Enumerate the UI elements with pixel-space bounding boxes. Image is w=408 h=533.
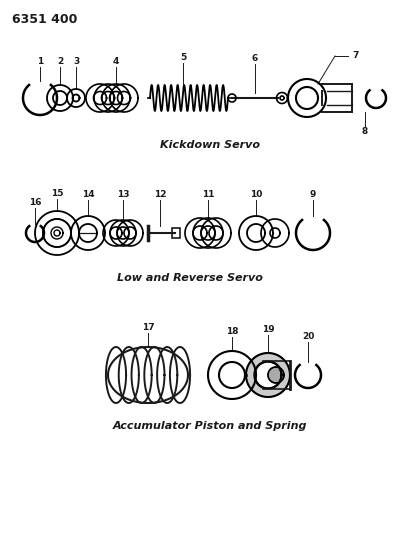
- Text: 19: 19: [262, 325, 274, 334]
- Polygon shape: [268, 367, 284, 383]
- Polygon shape: [255, 362, 281, 388]
- Text: 18: 18: [226, 327, 238, 336]
- Text: 1: 1: [37, 57, 43, 66]
- Text: 16: 16: [29, 198, 41, 207]
- Text: 13: 13: [117, 190, 129, 199]
- Text: 20: 20: [302, 332, 314, 341]
- Polygon shape: [246, 353, 290, 397]
- Text: 4: 4: [113, 57, 119, 66]
- Text: 6: 6: [252, 54, 258, 63]
- Text: 5: 5: [180, 53, 186, 62]
- Text: 2: 2: [57, 57, 63, 66]
- Text: 9: 9: [310, 190, 316, 199]
- Text: 11: 11: [202, 190, 214, 199]
- Text: Kickdown Servo: Kickdown Servo: [160, 140, 260, 150]
- Text: 6351 400: 6351 400: [12, 13, 78, 26]
- Text: 8: 8: [362, 127, 368, 136]
- Text: 15: 15: [51, 189, 63, 198]
- Text: Accumulator Piston and Spring: Accumulator Piston and Spring: [113, 421, 307, 431]
- Text: 14: 14: [82, 190, 94, 199]
- Bar: [172, 228, 180, 238]
- Text: 10: 10: [250, 190, 262, 199]
- Text: 12: 12: [154, 190, 166, 199]
- Text: 17: 17: [142, 323, 154, 332]
- Text: Low and Reverse Servo: Low and Reverse Servo: [117, 273, 263, 283]
- Text: 3: 3: [73, 57, 79, 66]
- Text: 7: 7: [352, 52, 358, 61]
